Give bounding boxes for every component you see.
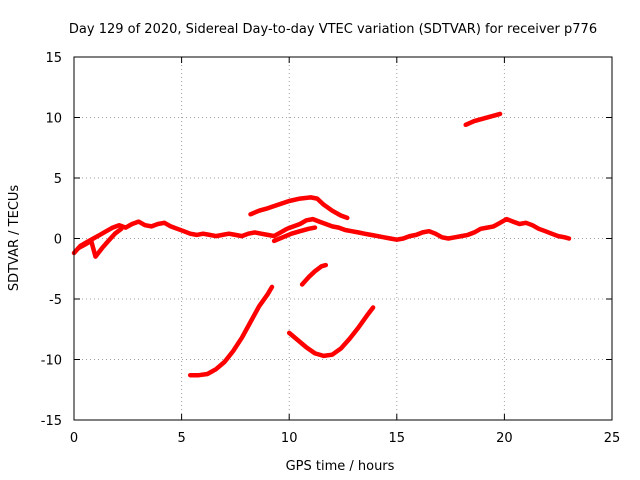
series-early-dip bbox=[76, 226, 124, 259]
series-descending-trace bbox=[187, 284, 275, 378]
chart-title: Day 129 of 2020, Sidereal Day-to-day VTE… bbox=[69, 22, 597, 37]
x-tick-label: 25 bbox=[604, 431, 621, 446]
series-upper-arc bbox=[248, 195, 350, 221]
y-tick-label: 5 bbox=[54, 172, 62, 187]
y-tick-label: -15 bbox=[41, 414, 62, 429]
x-axis-label: GPS time / hours bbox=[286, 459, 395, 474]
y-tick-label: 10 bbox=[45, 112, 62, 127]
y-tick-label: -5 bbox=[49, 293, 62, 308]
y-tick-label: 0 bbox=[54, 233, 62, 248]
series-v-trace bbox=[286, 305, 376, 359]
series-short-rise bbox=[299, 262, 329, 287]
x-tick-label: 0 bbox=[70, 431, 78, 446]
x-tick-label: 10 bbox=[281, 431, 298, 446]
tick-labels: 0 5 10 15 20 25 -15 -10 -5 0 5 10 15 bbox=[41, 51, 621, 446]
series-group bbox=[71, 111, 572, 378]
x-tick-label: 15 bbox=[389, 431, 406, 446]
series-top-segment bbox=[463, 111, 503, 128]
plot-frame bbox=[73, 56, 613, 421]
series-mid-arc bbox=[271, 225, 318, 244]
series-main-band bbox=[71, 216, 572, 256]
y-axis-label: SDTVAR / TECUs bbox=[7, 185, 22, 292]
y-tick-label: 15 bbox=[45, 51, 62, 66]
grid bbox=[73, 56, 613, 421]
y-tick-label: -10 bbox=[41, 354, 62, 369]
x-tick-label: 20 bbox=[496, 431, 513, 446]
x-tick-label: 5 bbox=[177, 431, 185, 446]
